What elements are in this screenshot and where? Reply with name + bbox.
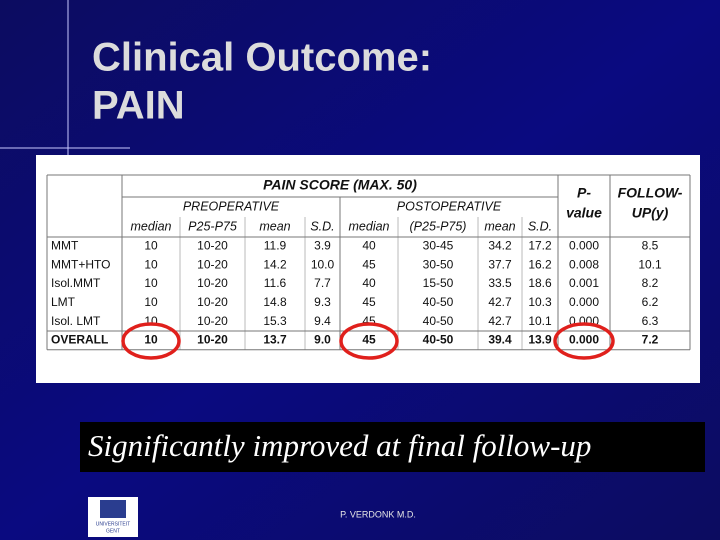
- header-cell: PAIN SCORE (MAX. 50): [263, 177, 417, 193]
- row-label: MMT+HTO: [51, 257, 110, 271]
- logo-text: UNIVERSITEIT: [96, 521, 130, 527]
- column-header: P25-P75: [188, 219, 237, 233]
- column-header: S.D.: [310, 219, 334, 233]
- header-cell: UP(y): [632, 205, 669, 221]
- table-cell: 30-50: [423, 257, 454, 271]
- table-cell: 10: [144, 295, 158, 309]
- footer: P. VERDONK M.D.: [340, 509, 416, 519]
- column-header: S.D.: [528, 219, 552, 233]
- table-cell: 10-20: [197, 333, 228, 347]
- table-cell: 40: [362, 239, 376, 253]
- table-cell: 42.7: [488, 295, 512, 309]
- table-cell: 10: [144, 239, 158, 253]
- title: Clinical Outcome:: [92, 36, 432, 80]
- row-label: Isol.MMT: [51, 276, 101, 290]
- row-label: OVERALL: [51, 333, 108, 347]
- table-cell: 9.0: [314, 333, 331, 347]
- logo-emblem: [100, 500, 126, 518]
- table-cell: 9.3: [314, 295, 331, 309]
- table-cell: 10-20: [197, 239, 228, 253]
- table-cell: 6.3: [642, 314, 659, 328]
- header-cell: POSTOPERATIVE: [397, 199, 502, 213]
- header-cell: P-: [577, 185, 591, 201]
- header-cell: value: [566, 205, 602, 221]
- table-cell: 13.7: [263, 333, 287, 347]
- table-cell: 10: [144, 276, 158, 290]
- column-header: mean: [484, 219, 515, 233]
- table-cell: 0.000: [569, 239, 599, 253]
- row-label: MMT: [51, 239, 79, 253]
- table: PAIN SCORE (MAX. 50) P-value FOLLOW- UP(y) P…: [46, 174, 691, 351]
- column-header: (P25-P75): [410, 219, 467, 233]
- table-cell: 0.000: [569, 295, 599, 309]
- header-cell: PREOPERATIVE: [183, 199, 280, 213]
- table-cell: 10-20: [197, 276, 228, 290]
- table-cell: 45: [362, 295, 376, 309]
- table-cell: 11.6: [264, 276, 287, 290]
- table-cell: 0.000: [569, 333, 599, 347]
- table-cell: 15.3: [263, 314, 287, 328]
- table-cell: 40-50: [423, 295, 454, 309]
- table-panel: [36, 155, 700, 383]
- highlights: [121, 322, 615, 360]
- highlight-circle: [121, 322, 181, 360]
- table-cell: 34.2: [488, 239, 512, 253]
- highlight-circle: [553, 322, 615, 360]
- table-cell: 14.2: [263, 257, 287, 271]
- table-cell: 45: [362, 333, 376, 347]
- table-cell: 10.3: [528, 295, 552, 309]
- table-cell: 7.2: [642, 333, 659, 347]
- row-label: LMT: [51, 295, 76, 309]
- table-cell: 7.7: [314, 276, 331, 290]
- table-cell: 13.9: [528, 333, 552, 347]
- banner-text: Significantly improved at final follow-u…: [88, 428, 591, 463]
- table-cell: 33.5: [488, 276, 512, 290]
- table-cell: 10.1: [528, 314, 552, 328]
- table-cell: 10-20: [197, 295, 228, 309]
- table-cell: 9.4: [314, 314, 331, 328]
- table-cell: 10: [144, 333, 158, 347]
- highlight-circle: [339, 322, 399, 360]
- table-cell: 0.008: [569, 257, 599, 271]
- column-header: mean: [259, 219, 290, 233]
- table-cell: 10.1: [638, 257, 662, 271]
- table-cell: 11.9: [264, 239, 287, 253]
- table-cell: 10-20: [197, 314, 228, 328]
- table-cell: 42.7: [488, 314, 512, 328]
- table-cell: 40: [362, 276, 376, 290]
- table-cell: 17.2: [528, 239, 552, 253]
- table-cell: 15-50: [423, 276, 454, 290]
- column-header: median: [131, 219, 172, 233]
- header-cell: FOLLOW-: [618, 185, 683, 201]
- column-header: median: [349, 219, 390, 233]
- table-cell: 6.2: [642, 295, 659, 309]
- banner: [80, 422, 705, 472]
- table-cell: 14.8: [263, 295, 287, 309]
- table-cell: 10.0: [311, 257, 335, 271]
- table-cell: 10-20: [197, 257, 228, 271]
- table-cell: 40-50: [423, 314, 454, 328]
- table-cell: 40-50: [423, 333, 454, 347]
- table-cell: 39.4: [488, 333, 512, 347]
- table-cell: 8.2: [642, 276, 659, 290]
- row-label: Isol. LMT: [51, 314, 101, 328]
- table-cell: 18.6: [528, 276, 552, 290]
- table-cell: 45: [362, 257, 376, 271]
- table-cell: 30-45: [423, 239, 454, 253]
- table-cell: 0.001: [569, 276, 599, 290]
- table-cell: 10: [144, 257, 158, 271]
- table-cell: 37.7: [488, 257, 512, 271]
- table-cell: 8.5: [642, 239, 659, 253]
- table-cell: 3.9: [314, 239, 331, 253]
- logo-text: GENT: [106, 528, 120, 534]
- title: PAIN: [92, 84, 185, 128]
- table-cell: 16.2: [528, 257, 552, 271]
